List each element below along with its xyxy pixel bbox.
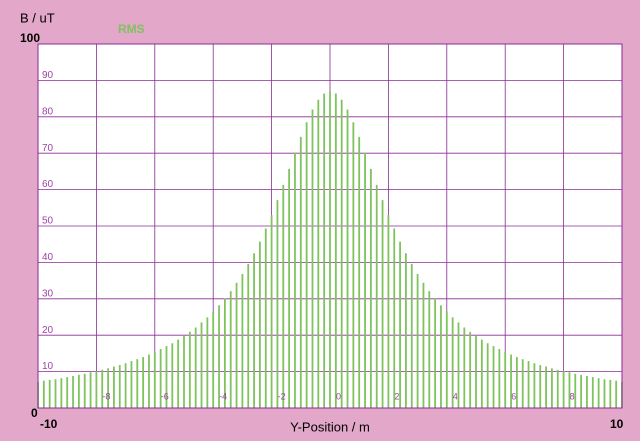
- bars: [37, 91, 623, 408]
- y-tick-label: 70: [42, 143, 54, 154]
- x-tick-label: 2: [394, 391, 399, 401]
- plot-border: [37, 43, 623, 409]
- y-tick-label: 50: [42, 216, 54, 227]
- y-tick-label: 90: [42, 70, 54, 81]
- y-tick-label: 40: [42, 252, 54, 263]
- y-tick-label: 100: [20, 31, 40, 45]
- y-tick-label: 30: [42, 288, 54, 299]
- legend-entry: RMS: [118, 22, 145, 36]
- y-tick-label: 0: [31, 406, 38, 420]
- x-tick-label: -6: [161, 391, 169, 401]
- x-tick-label: 10: [610, 417, 624, 431]
- x-tick-label: 0: [336, 391, 341, 401]
- y-axis-label: B / uT: [20, 10, 55, 25]
- x-tick-label: -2: [278, 391, 286, 401]
- x-tick-label: 6: [511, 391, 516, 401]
- x-tick-label: -4: [219, 391, 227, 401]
- x-tick-label: 4: [453, 391, 458, 401]
- x-tick-label: 8: [570, 391, 575, 401]
- x-tick-label: -10: [40, 417, 58, 431]
- y-tick-label: 60: [42, 179, 54, 190]
- y-tick-label: 20: [42, 325, 54, 336]
- labels: 0 10 20 30 40 50 60 70 80 90 100 -10 -8 -6 -4 -2 0 2 4 6 8 10: [20, 31, 624, 431]
- x-tick-label: -8: [102, 391, 110, 401]
- y-tick-label: 10: [42, 361, 54, 372]
- y-tick-label: 80: [42, 106, 54, 117]
- x-axis-label: Y-Position / m: [290, 419, 370, 434]
